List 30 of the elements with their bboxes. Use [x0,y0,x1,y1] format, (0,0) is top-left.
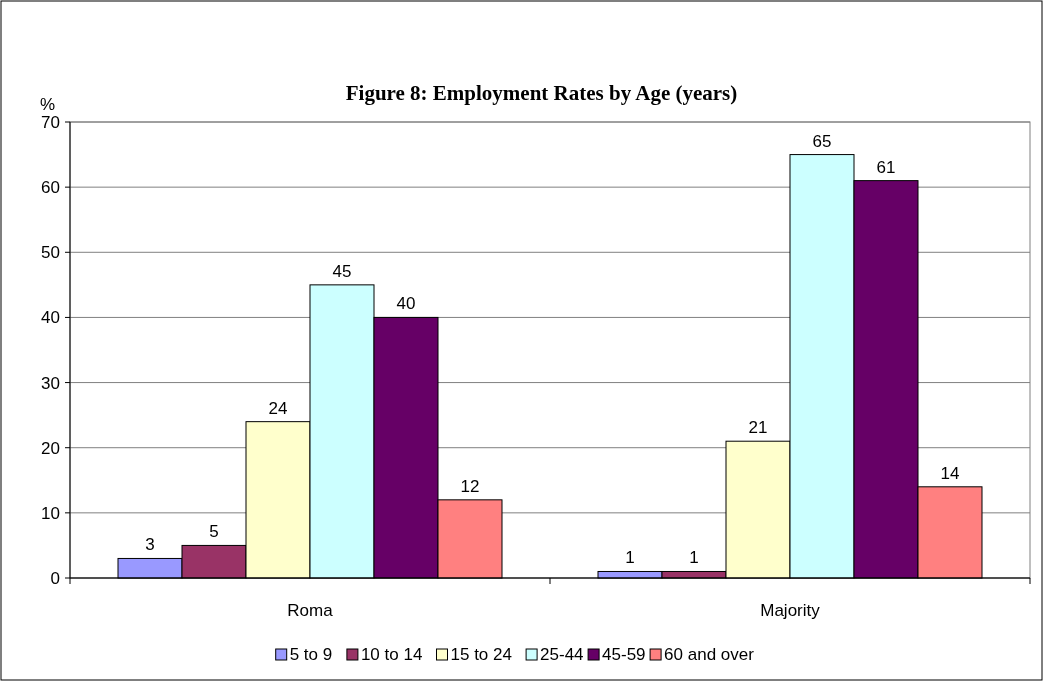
data-label: 12 [460,476,480,496]
data-label: 61 [876,157,896,177]
y-tick-label: 40 [41,308,60,328]
data-label: 24 [268,398,288,418]
legend-label: 25-44 [540,645,584,664]
data-label: 65 [812,131,832,151]
y-tick-label: 70 [41,112,60,132]
data-label: 45 [332,261,352,281]
legend-label: 45-59 [602,645,646,664]
legend-label: 15 to 24 [450,645,512,664]
legend-label: 10 to 14 [360,645,423,664]
data-label: 40 [396,294,416,314]
chart-title: Figure 8: Employment Rates by Age (years) [345,81,738,105]
x-tick-label: Roma [287,601,334,620]
data-label: 1 [625,548,635,568]
y-tick-label: 60 [41,178,60,198]
legend-label: 60 and over [664,645,755,664]
data-label: 1 [689,548,699,568]
data-label: 21 [748,418,768,438]
y-tick-label: 20 [41,438,60,458]
legend-label: 5 to 9 [289,645,333,664]
y-tick-label: 50 [41,243,60,263]
y-tick-label: 0 [50,568,60,588]
data-label: 14 [940,463,960,483]
data-label: 5 [209,522,219,542]
y-tick-label: 10 [41,503,60,523]
x-tick-label: Majority [760,601,821,620]
y-axis-title: % [40,95,56,114]
y-tick-label: 30 [41,373,60,393]
data-label: 3 [145,535,155,555]
